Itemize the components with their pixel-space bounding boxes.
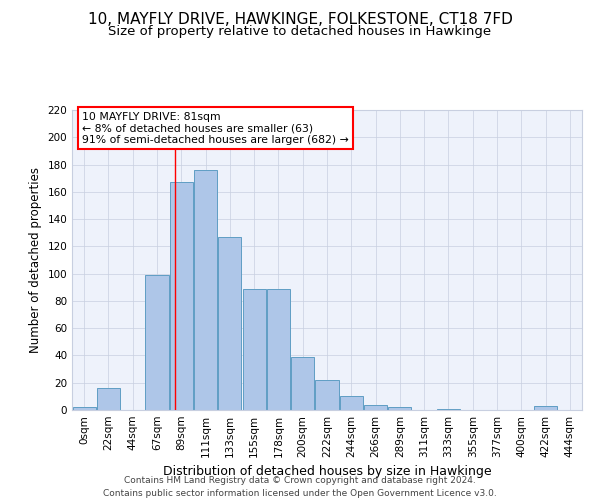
- Bar: [73, 408, 95, 410]
- Bar: [291, 357, 314, 410]
- Bar: [218, 237, 241, 410]
- Bar: [534, 406, 557, 410]
- Bar: [145, 275, 169, 410]
- Text: 10 MAYFLY DRIVE: 81sqm
← 8% of detached houses are smaller (63)
91% of semi-deta: 10 MAYFLY DRIVE: 81sqm ← 8% of detached …: [82, 112, 349, 144]
- Y-axis label: Number of detached properties: Number of detached properties: [29, 167, 42, 353]
- Bar: [364, 404, 387, 410]
- Bar: [267, 288, 290, 410]
- Bar: [170, 182, 193, 410]
- Bar: [388, 408, 412, 410]
- Bar: [437, 408, 460, 410]
- Bar: [316, 380, 338, 410]
- Bar: [242, 288, 266, 410]
- X-axis label: Distribution of detached houses by size in Hawkinge: Distribution of detached houses by size …: [163, 466, 491, 478]
- Text: Contains HM Land Registry data © Crown copyright and database right 2024.
Contai: Contains HM Land Registry data © Crown c…: [103, 476, 497, 498]
- Bar: [97, 388, 120, 410]
- Text: 10, MAYFLY DRIVE, HAWKINGE, FOLKESTONE, CT18 7FD: 10, MAYFLY DRIVE, HAWKINGE, FOLKESTONE, …: [88, 12, 512, 28]
- Text: Size of property relative to detached houses in Hawkinge: Size of property relative to detached ho…: [109, 25, 491, 38]
- Bar: [340, 396, 363, 410]
- Bar: [194, 170, 217, 410]
